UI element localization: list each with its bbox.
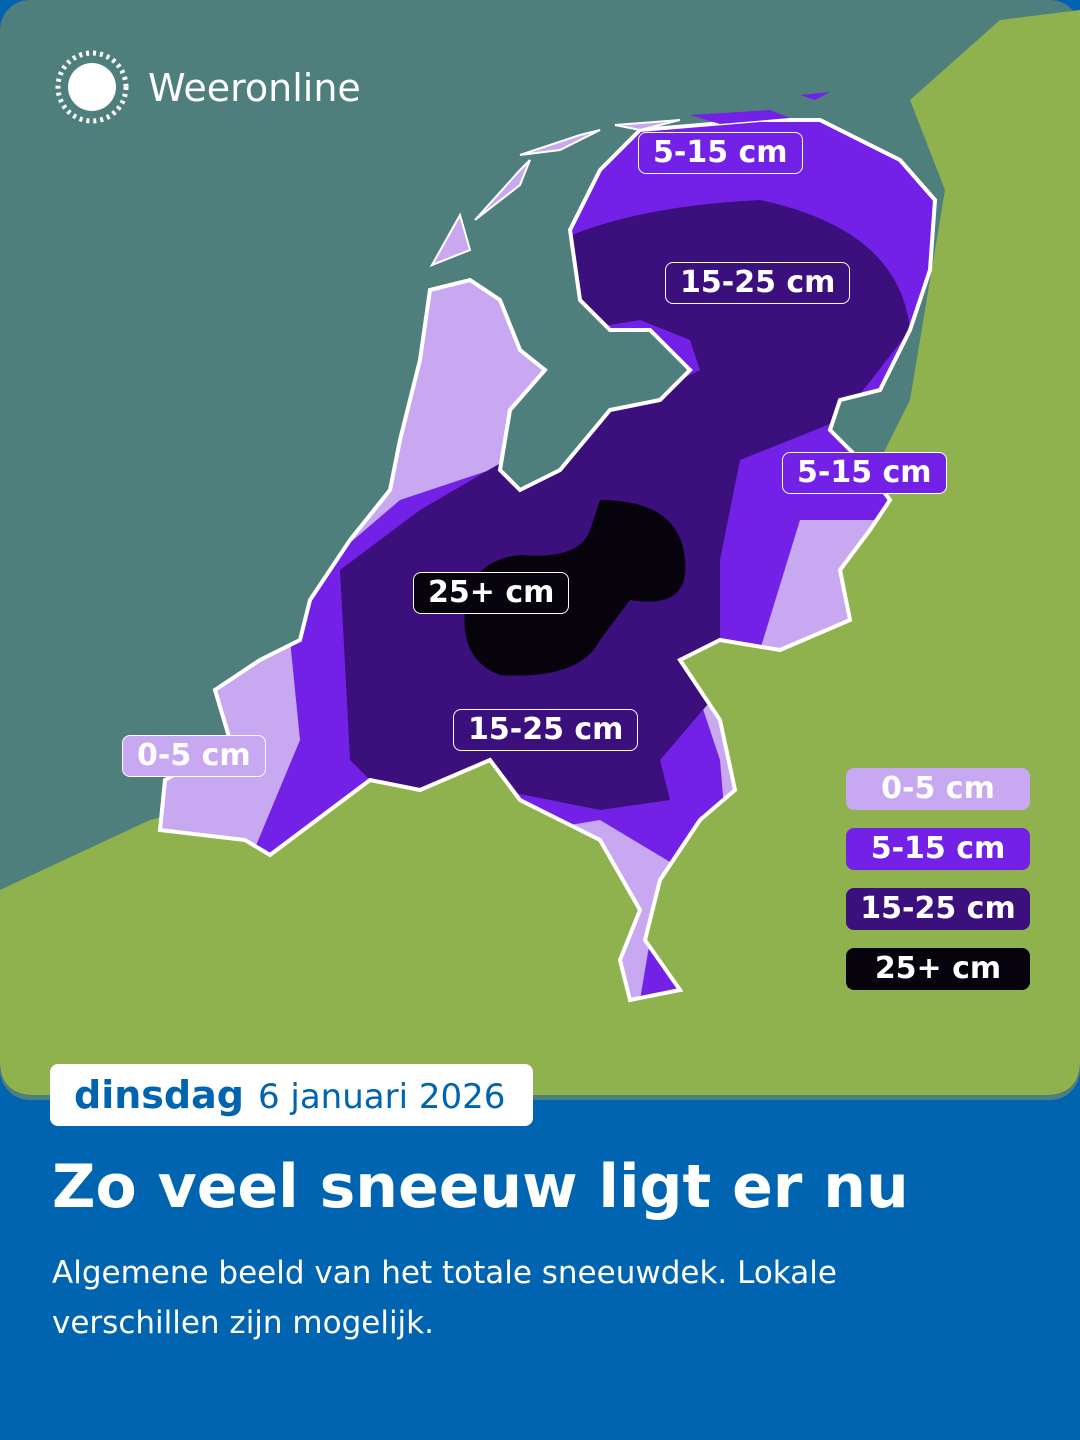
map-label: 15-25 cm — [453, 709, 639, 751]
map-label: 0-5 cm — [122, 735, 266, 777]
map-label: 15-25 cm — [665, 262, 851, 304]
map — [0, 0, 1080, 1100]
weekday: dinsdag — [74, 1073, 244, 1117]
legend-item: 25+ cm — [846, 948, 1030, 990]
legend-item: 15-25 cm — [846, 888, 1030, 930]
subtitle: Algemene beeld van het totale sneeuwdek.… — [52, 1255, 837, 1341]
title: Zo veel sneeuw ligt er nu — [52, 1152, 909, 1222]
logo — [55, 50, 129, 124]
date-box: dinsdag 6 januari 2026 — [50, 1064, 534, 1126]
map-label: 25+ cm — [413, 572, 570, 614]
date: 6 januari 2026 — [257, 1077, 506, 1117]
legend-item: 5-15 cm — [846, 828, 1030, 870]
map-label: 5-15 cm — [638, 132, 803, 174]
brand: Weeronline — [148, 66, 361, 110]
map-label: 5-15 cm — [782, 452, 947, 494]
legend-item: 0-5 cm — [846, 768, 1030, 810]
